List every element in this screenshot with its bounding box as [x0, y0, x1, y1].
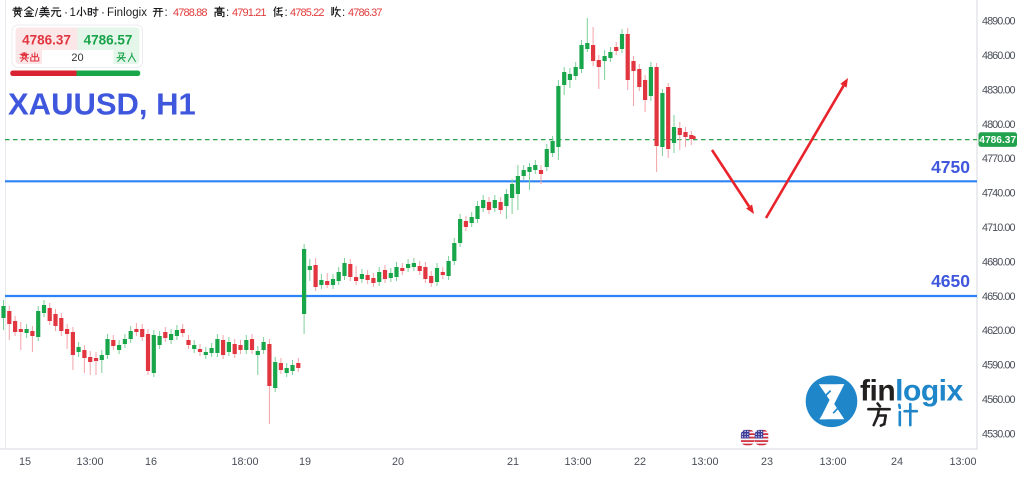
- svg-text::: :: [285, 7, 288, 19]
- svg-text:/: /: [35, 6, 39, 20]
- svg-text:4710.00: 4710.00: [982, 222, 1016, 234]
- svg-text:XAUUSD, H1: XAUUSD, H1: [8, 87, 196, 122]
- svg-text:13:00: 13:00: [819, 456, 846, 468]
- svg-text:4560.00: 4560.00: [982, 394, 1016, 406]
- svg-text:20: 20: [392, 456, 404, 468]
- svg-text:4620.00: 4620.00: [982, 325, 1016, 337]
- svg-text:4786.57: 4786.57: [84, 33, 133, 48]
- svg-text:4890.00: 4890.00: [982, 16, 1016, 28]
- svg-text:4830.00: 4830.00: [982, 84, 1016, 96]
- svg-text:21: 21: [507, 456, 519, 468]
- svg-text::: :: [165, 7, 168, 19]
- svg-text:4788.88: 4788.88: [173, 7, 208, 19]
- svg-text:4785.22: 4785.22: [290, 7, 325, 19]
- svg-text:20: 20: [71, 52, 83, 64]
- svg-text:22: 22: [634, 456, 646, 468]
- svg-text:4860.00: 4860.00: [982, 50, 1016, 62]
- svg-text:4680.00: 4680.00: [982, 256, 1016, 268]
- svg-text:4740.00: 4740.00: [982, 188, 1016, 200]
- svg-text:24: 24: [891, 456, 903, 468]
- svg-text:18:00: 18:00: [231, 456, 258, 468]
- svg-text:4786.37: 4786.37: [979, 135, 1016, 146]
- svg-text:·: ·: [101, 5, 105, 19]
- svg-text:Finlogix: Finlogix: [107, 7, 147, 19]
- svg-text:4791.21: 4791.21: [232, 7, 267, 19]
- svg-text:19: 19: [299, 456, 311, 468]
- svg-text:4650: 4650: [931, 271, 970, 291]
- svg-text:1: 1: [70, 7, 76, 19]
- svg-text:13:00: 13:00: [949, 456, 976, 468]
- svg-text:·: ·: [64, 5, 68, 19]
- svg-text::: :: [226, 7, 229, 19]
- svg-text:4590.00: 4590.00: [982, 360, 1016, 372]
- svg-text:15: 15: [19, 456, 31, 468]
- svg-text:4786.37: 4786.37: [348, 7, 383, 19]
- svg-text:13:00: 13:00: [76, 456, 103, 468]
- svg-text:16: 16: [145, 456, 157, 468]
- svg-text:23: 23: [761, 456, 773, 468]
- svg-text:4800.00: 4800.00: [982, 119, 1016, 131]
- svg-text:4650.00: 4650.00: [982, 291, 1016, 303]
- svg-text:4770.00: 4770.00: [982, 153, 1016, 165]
- svg-text:4750: 4750: [931, 157, 970, 177]
- svg-text::: :: [342, 7, 345, 19]
- svg-text:4530.00: 4530.00: [982, 428, 1016, 440]
- svg-text:finlogix: finlogix: [860, 375, 963, 408]
- svg-text:4786.37: 4786.37: [22, 33, 71, 48]
- svg-text:13:00: 13:00: [564, 456, 591, 468]
- svg-text:13:00: 13:00: [691, 456, 718, 468]
